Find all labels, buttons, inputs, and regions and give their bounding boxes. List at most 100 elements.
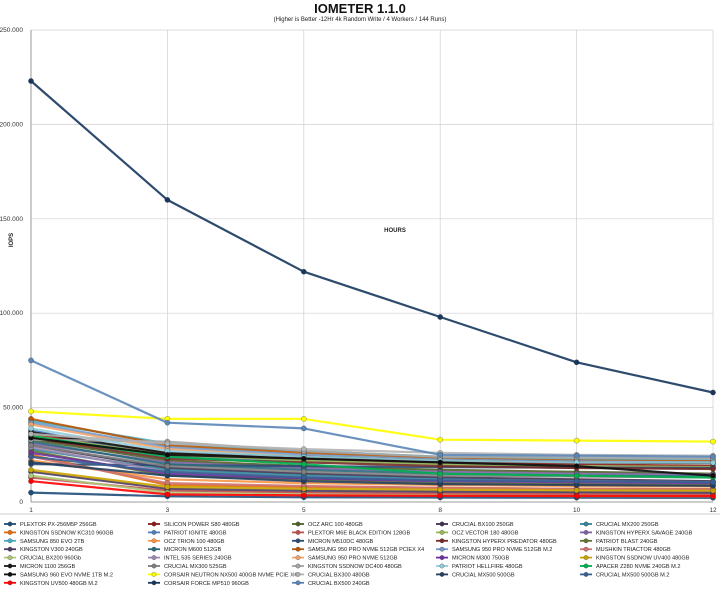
series bbox=[28, 435, 716, 479]
legend-marker bbox=[295, 521, 301, 527]
data-point bbox=[164, 491, 171, 498]
data-point bbox=[28, 472, 34, 479]
legend-marker bbox=[295, 546, 301, 552]
series-line bbox=[30, 436, 714, 477]
legend-item: SAMSUNG 950 PRO NVME 512GB M.2 bbox=[436, 546, 552, 553]
data-point bbox=[28, 425, 34, 432]
series bbox=[28, 453, 716, 485]
data-point bbox=[710, 453, 716, 460]
legend-item: CRUCIAL MX300 525GB bbox=[148, 563, 227, 570]
legend-item: CRUCIAL BX300 480GB bbox=[292, 572, 370, 578]
data-point bbox=[710, 459, 716, 466]
y-tick-label: 50.000 bbox=[3, 405, 23, 412]
data-point bbox=[437, 486, 443, 493]
data-point bbox=[301, 474, 307, 481]
legend-label: KINGSTON SSDNOW UV400 480GB bbox=[596, 556, 690, 562]
legend-label: CORSAIR NEUTRON NX500 400GB NVME PCIE X4 bbox=[164, 572, 297, 578]
data-point bbox=[301, 416, 307, 422]
legend-label: SAMSUNG 950 PRO NVME 512GB PCIEX X4 bbox=[308, 547, 424, 553]
legend-marker bbox=[295, 580, 301, 586]
data-point bbox=[164, 469, 171, 475]
data-point bbox=[28, 78, 34, 84]
legend-label: OCZ TRION 100 480GB bbox=[164, 539, 225, 545]
data-point bbox=[164, 463, 171, 469]
legend-marker bbox=[439, 555, 445, 560]
legend-label: MICRON M300 750GB bbox=[452, 556, 509, 562]
series bbox=[28, 78, 716, 396]
data-point bbox=[301, 486, 307, 492]
legend-label: KINGSTON UV500 480GB M.2 bbox=[20, 581, 98, 587]
legend-item: PLEXTOR M6E BLACK EDITION 128GB bbox=[292, 530, 410, 536]
legend-label: CRUCIAL MX200 250GB bbox=[596, 522, 659, 528]
legend-item: PLEXTOR PX-256M5P 256GB bbox=[4, 521, 97, 528]
legend-label: KINGSTON SSDNOW KC310 960GB bbox=[20, 530, 114, 536]
legend-label: PLEXTOR M6E BLACK EDITION 128GB bbox=[308, 530, 410, 536]
series-line bbox=[30, 359, 714, 458]
data-point bbox=[164, 452, 171, 458]
y-axis-ticks: 0 50.000 100.000 150.000 200.000 250.000 bbox=[0, 27, 23, 506]
data-point bbox=[164, 419, 171, 426]
series-line bbox=[30, 455, 714, 484]
data-point bbox=[710, 389, 716, 396]
legend-item: SAMSUNG 960 EVO NVME 1TB M.2 bbox=[4, 572, 113, 578]
data-point bbox=[301, 461, 307, 467]
series-line bbox=[30, 491, 714, 499]
legend-marker bbox=[295, 563, 301, 569]
data-point bbox=[437, 477, 443, 484]
legend-item: KINGSTON UV500 480GB M.2 bbox=[4, 580, 98, 587]
legend-label: CRUCIAL MX500 500GB bbox=[452, 572, 515, 578]
data-point bbox=[573, 359, 580, 366]
legend-label: PATRIOT BLAST 240GB bbox=[596, 539, 658, 545]
series-line bbox=[30, 427, 714, 464]
data-point bbox=[710, 479, 716, 485]
series bbox=[28, 459, 716, 489]
series-line bbox=[30, 434, 714, 479]
data-point bbox=[28, 442, 34, 449]
legend-item: CRUCIAL MX500 500GB M.2 bbox=[580, 572, 669, 578]
data-point bbox=[28, 453, 34, 460]
data-point bbox=[437, 493, 443, 499]
data-point bbox=[710, 438, 716, 445]
legend-item: SAMSUNG 950 PRO NVME 512GB PCIEX X4 bbox=[292, 546, 424, 553]
data-point bbox=[573, 463, 580, 469]
legend-label: SILICON POWER S80 480GB bbox=[164, 522, 240, 528]
legend-item: CORSAIR FORCE MP510 960GB bbox=[148, 580, 249, 587]
legend-item: CRUCIAL BX200 960Gb bbox=[4, 555, 81, 562]
legend-label: PATRIOT HELLFIRE 480GB bbox=[452, 564, 523, 570]
legend-marker bbox=[439, 530, 445, 535]
legend-marker bbox=[151, 530, 157, 535]
legend-item: CRUCIAL MX200 250GB bbox=[580, 521, 659, 528]
legend-label: MUSHKIN TRIACTOR 480GB bbox=[596, 547, 671, 553]
gridlines bbox=[30, 29, 714, 503]
series-group bbox=[28, 78, 716, 501]
x-axis-label: HOURS bbox=[384, 228, 406, 234]
legend-marker bbox=[439, 538, 445, 544]
legend-marker bbox=[583, 572, 589, 577]
legend-marker bbox=[295, 538, 301, 544]
legend-label: KINGSTON HYPERX SAVAGE 240GB bbox=[596, 530, 693, 536]
x-axis-ticks: 1 3 5 8 10 12 bbox=[29, 507, 717, 514]
data-point bbox=[710, 472, 716, 479]
legend-item: KINGSTON SSDNOW KC310 960GB bbox=[4, 530, 114, 536]
y-tick-label: 0 bbox=[19, 499, 23, 506]
y-tick-label: 200.000 bbox=[0, 121, 23, 128]
x-tick-label: 1 bbox=[29, 507, 33, 514]
data-point bbox=[437, 436, 443, 443]
legend-item: KINGSTON V300 240GB bbox=[4, 546, 83, 553]
legend-marker bbox=[7, 546, 13, 552]
legend-item: CRUCIAL BX500 240GB bbox=[292, 580, 370, 587]
data-point bbox=[301, 268, 307, 275]
legend-marker bbox=[151, 538, 157, 544]
data-point bbox=[28, 467, 34, 473]
data-point bbox=[710, 487, 716, 494]
legend-marker bbox=[583, 538, 589, 544]
legend-marker bbox=[7, 572, 13, 577]
series bbox=[28, 408, 716, 445]
legend-label: CRUCIAL BX500 240GB bbox=[308, 581, 370, 587]
data-point bbox=[301, 455, 307, 462]
legend-item: PATRIOT BLAST 240GB bbox=[580, 538, 658, 545]
legend-item: OCZ ARC 100 480GB bbox=[292, 521, 363, 528]
data-point bbox=[573, 478, 580, 484]
series-line bbox=[30, 480, 714, 498]
